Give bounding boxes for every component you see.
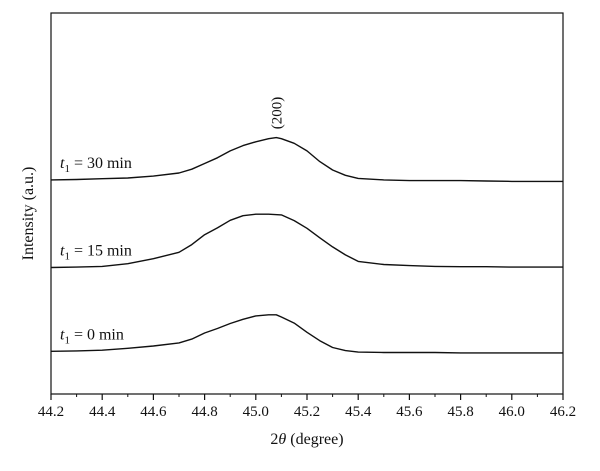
series-line-1	[50, 213, 563, 269]
annotations: (200)	[269, 97, 285, 130]
x-tick-label: 46.0	[499, 404, 525, 420]
x-tick-label: 45.4	[345, 404, 372, 420]
peak-annotation: (200)	[269, 97, 285, 130]
series-label-2: t1 = 0 min	[60, 326, 124, 346]
x-tick-label: 45.8	[447, 404, 473, 420]
x-tick-label: 45.0	[243, 404, 269, 420]
x-tick-label: 44.2	[38, 404, 64, 420]
x-tick-label: 46.2	[550, 404, 576, 420]
x-axis-title: 2θ (degree)	[270, 431, 343, 448]
plot-area	[50, 12, 564, 395]
series-layer	[50, 136, 563, 354]
x-tick-label: 45.2	[294, 404, 320, 420]
series-line-0	[50, 136, 563, 183]
x-axis-ticks: 44.2 44.4 44.6 44.8 45.0 45.2 45.4 45.6 45.8 46.0…	[38, 394, 576, 420]
x-tick-label: 44.6	[140, 404, 167, 420]
x-tick-label: 45.6	[396, 404, 423, 420]
series-label-0: t1 = 30 min	[60, 155, 132, 175]
series-line-2	[50, 314, 563, 354]
y-axis-title: Intensity (a.u.)	[20, 167, 37, 261]
plot-frame	[50, 12, 564, 395]
series-labels: t1 = 30 min t1 = 15 min t1 = 0 min	[60, 155, 132, 346]
series-label-1: t1 = 15 min	[60, 243, 132, 263]
x-tick-label: 44.4	[89, 404, 116, 420]
x-tick-label: 44.8	[191, 404, 217, 420]
